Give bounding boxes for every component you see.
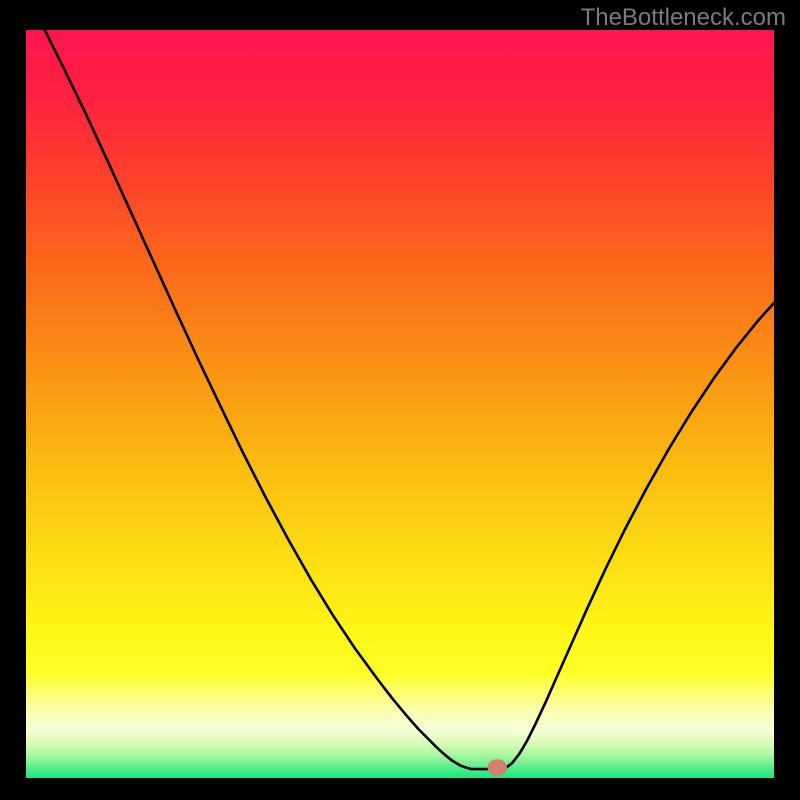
attribution-label: TheBottleneck.com [581, 4, 786, 32]
plot-svg [26, 30, 774, 778]
optimal-point-marker [488, 759, 507, 775]
chart-frame: TheBottleneck.com [0, 0, 800, 800]
bottleneck-curve-plot [26, 30, 774, 778]
plot-background [26, 30, 774, 778]
